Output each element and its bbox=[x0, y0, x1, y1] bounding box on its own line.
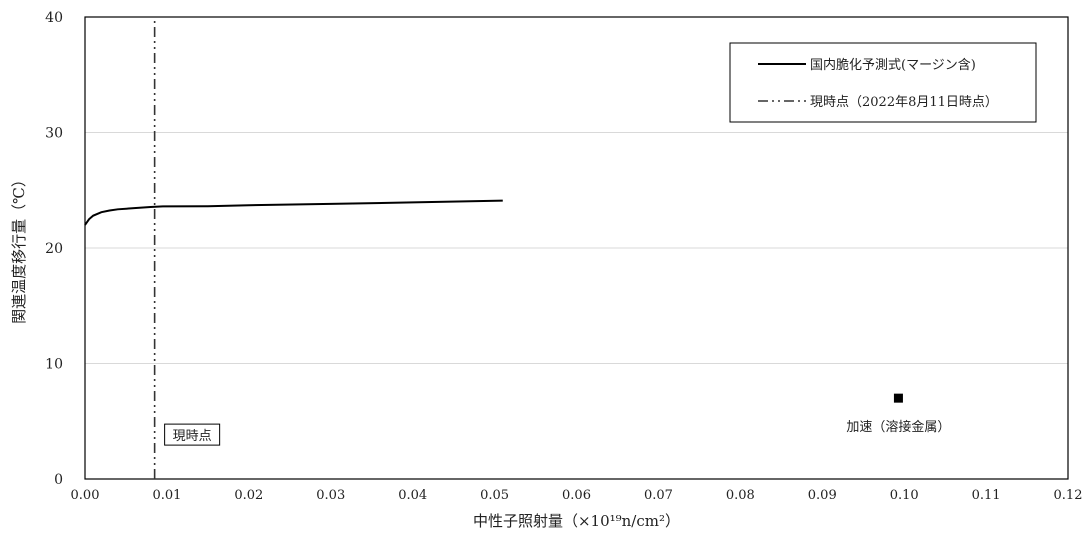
y-tick-label: 30 bbox=[45, 126, 63, 142]
annotation-label: 現時点 bbox=[173, 429, 212, 444]
x-tick-label: 0.01 bbox=[152, 488, 181, 503]
axis-ticks: 0 10 20 30 40 0.00 0.01 0.02 0.03 0.04 0.05 0.06 0.0… bbox=[45, 10, 1082, 503]
x-tick-label: 0.10 bbox=[890, 488, 919, 503]
points-layer: 加速（溶接金属） bbox=[846, 393, 950, 435]
y-axis-label: 関連温度移行量（℃） bbox=[10, 172, 28, 324]
annotations-layer: 現時点 bbox=[164, 423, 221, 446]
x-axis-label: 中性子照射量（×10¹⁹n/cm²） bbox=[473, 512, 680, 530]
y-tick-label: 10 bbox=[45, 357, 63, 373]
x-tick-label: 0.11 bbox=[972, 488, 1001, 503]
legend: 国内脆化予測式(マージン含) 現時点（2022年8月11日時点） bbox=[729, 42, 1037, 123]
data-point-label: 加速（溶接金属） bbox=[846, 419, 950, 435]
x-tick-label: 0.06 bbox=[562, 488, 591, 503]
legend-label: 現時点（2022年8月11日時点） bbox=[810, 95, 998, 110]
legend-box bbox=[729, 42, 1037, 123]
gridlines bbox=[85, 132, 1068, 364]
x-tick-label: 0.09 bbox=[808, 488, 837, 503]
legend-label: 国内脆化予測式(マージン含) bbox=[810, 57, 976, 73]
x-tick-label: 0.07 bbox=[644, 488, 673, 503]
y-tick-label: 20 bbox=[45, 241, 63, 257]
series-layer bbox=[84, 17, 503, 479]
x-tick-label: 0.05 bbox=[480, 488, 509, 503]
x-tick-label: 0.03 bbox=[316, 488, 345, 503]
y-tick-label: 40 bbox=[45, 10, 63, 26]
x-tick-label: 0.02 bbox=[234, 488, 263, 503]
plot-area bbox=[84, 16, 1069, 480]
series-line bbox=[84, 199, 503, 226]
x-tick-label: 0.00 bbox=[71, 488, 100, 503]
annotation-box bbox=[164, 423, 221, 446]
y-tick-label: 0 bbox=[54, 472, 63, 488]
x-tick-label: 0.08 bbox=[726, 488, 755, 503]
x-tick-label: 0.12 bbox=[1054, 488, 1083, 503]
data-point bbox=[893, 393, 903, 403]
x-tick-label: 0.04 bbox=[398, 488, 427, 503]
